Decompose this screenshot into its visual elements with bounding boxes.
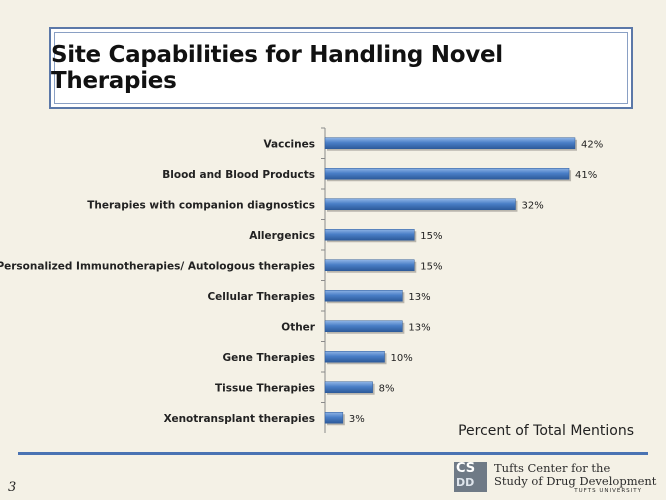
bar (324, 290, 403, 302)
value-label: 13% (408, 292, 430, 303)
bar (324, 168, 570, 180)
category-label: Xenotransplant therapies (164, 413, 315, 425)
value-label: 8% (379, 383, 395, 394)
category-label: Personalized Immunotherapies/ Autologous… (0, 260, 315, 272)
category-label: Blood and Blood Products (162, 169, 315, 181)
slide-number: 3 (8, 480, 17, 495)
footer-rule (18, 452, 648, 455)
logo-mark-bottom: DD (456, 476, 475, 489)
bar (324, 320, 403, 332)
value-label: 41% (575, 170, 597, 181)
logo-line-2: Study of Drug Development (494, 474, 657, 488)
value-label: 32% (521, 200, 543, 211)
bar (324, 137, 576, 149)
value-label: 15% (420, 231, 442, 242)
logo-mark-top: CS (456, 461, 476, 476)
category-label: Cellular Therapies (207, 291, 315, 303)
bar (324, 198, 516, 210)
logo-line-1: Tufts Center for the (494, 461, 611, 475)
value-label: 3% (349, 414, 365, 425)
x-axis-label: Percent of Total Mentions (458, 423, 634, 439)
category-label: Tissue Therapies (215, 382, 315, 394)
value-label: 15% (420, 261, 442, 272)
bar (324, 259, 415, 271)
category-label: Gene Therapies (222, 352, 315, 364)
bar (324, 412, 344, 424)
logo-university: TUFTS UNIVERSITY (574, 488, 642, 494)
category-label: Vaccines (263, 138, 315, 150)
category-label: Therapies with companion diagnostics (87, 199, 315, 211)
chart-title: Site Capabilities for Handling Novel The… (51, 42, 503, 94)
value-label: 10% (391, 353, 413, 364)
category-label: Allergenics (249, 230, 315, 242)
bar (324, 229, 415, 241)
value-label: 42% (581, 139, 603, 150)
category-label: Other (281, 321, 316, 333)
logo-mark: CS DD (454, 462, 487, 492)
bar (324, 381, 373, 393)
title-box: Site Capabilities for Handling Novel The… (49, 27, 633, 109)
bar (324, 351, 385, 363)
tufts-csdd-logo: CS DD Tufts Center for the Study of Drug… (454, 460, 657, 496)
value-label: 13% (408, 322, 430, 333)
